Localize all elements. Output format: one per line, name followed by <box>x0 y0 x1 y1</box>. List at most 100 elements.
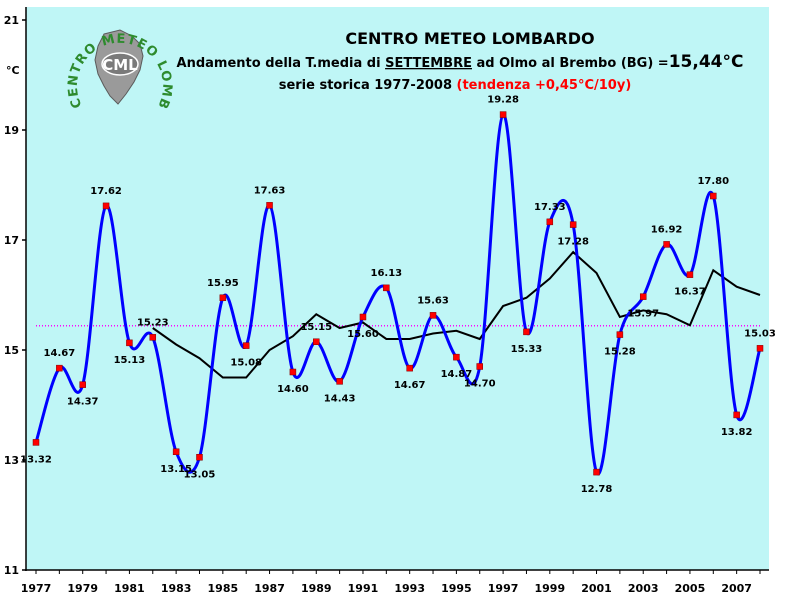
x-tick-label: 1995 <box>441 582 472 595</box>
data-label: 15.28 <box>604 347 636 358</box>
y-tick-label: 15 <box>4 344 19 357</box>
plot-area <box>26 7 769 570</box>
data-label: 15.15 <box>300 322 332 333</box>
y-axis-unit-label: °C <box>6 64 20 77</box>
chart-subtitle: Andamento della T.media di SETTEMBRE ad … <box>177 52 744 72</box>
x-tick-label: 1985 <box>208 582 239 595</box>
data-label: 16.37 <box>674 287 706 298</box>
data-label: 16.13 <box>371 268 403 279</box>
subtitle-month: SETTEMBRE <box>385 56 472 71</box>
data-label: 15.95 <box>207 278 239 289</box>
data-label: 14.67 <box>44 348 76 359</box>
x-tick-label: 1989 <box>301 582 332 595</box>
data-point-marker <box>593 468 600 476</box>
x-tick-label: 1979 <box>67 582 98 595</box>
data-point-marker <box>32 439 40 446</box>
data-label: 13.15 <box>160 464 192 475</box>
data-point-marker <box>196 454 203 461</box>
data-point-marker <box>172 448 180 455</box>
data-point-marker <box>336 378 343 385</box>
data-point-marker <box>663 241 670 248</box>
data-point-marker <box>313 338 320 345</box>
data-label: 15.60 <box>347 329 379 340</box>
x-tick-label: 2005 <box>675 582 706 595</box>
x-axis-ticks: 1977 1979 1981 1983 1985 1987 1989 1991 1993 1995… <box>21 570 761 595</box>
data-label: 17.62 <box>90 186 122 197</box>
x-tick-label: 1999 <box>534 582 565 595</box>
data-label: 14.37 <box>67 397 99 408</box>
x-tick-label: 1987 <box>254 582 285 595</box>
y-tick-label: 19 <box>4 124 19 137</box>
data-label: 17.63 <box>254 185 286 196</box>
data-label: 19.28 <box>487 95 519 106</box>
data-point-marker <box>499 111 507 118</box>
data-label: 14.60 <box>277 384 309 395</box>
data-point-marker <box>56 364 63 372</box>
data-label: 15.03 <box>744 328 776 339</box>
data-label: 14.67 <box>394 380 426 391</box>
y-tick-label: 11 <box>4 564 19 577</box>
data-point-marker <box>242 342 250 349</box>
data-point-marker <box>266 202 273 209</box>
subtitle-prefix: Andamento della T.media di <box>177 56 386 71</box>
data-point-marker <box>756 345 764 352</box>
data-point-marker <box>569 221 577 228</box>
data-label: 12.78 <box>581 484 613 495</box>
data-label: 15.08 <box>230 358 262 369</box>
trend-text: (tendenza +0,45°C/10y) <box>457 78 632 93</box>
data-point-marker <box>289 368 297 376</box>
x-tick-label: 1991 <box>348 582 379 595</box>
data-point-marker <box>383 284 390 292</box>
chart-title: CENTRO METEO LOMBARDO <box>345 29 594 48</box>
logo-center-badge <box>101 52 139 76</box>
y-tick-label: 17 <box>4 234 19 247</box>
data-point-marker <box>429 312 437 319</box>
data-label: 17.28 <box>557 237 589 248</box>
data-point-marker <box>406 364 413 372</box>
x-tick-label: 2001 <box>581 582 612 595</box>
data-point-marker <box>219 294 227 301</box>
data-label: 17.33 <box>534 202 566 213</box>
data-label: 15.13 <box>114 355 146 366</box>
subtitle-suffix: ad Olmo al Brembo (BG) = <box>472 56 669 71</box>
data-point-marker <box>639 293 647 300</box>
data-point-marker <box>453 353 460 361</box>
logo-center-text: CML <box>102 56 138 74</box>
data-point-marker <box>102 202 110 210</box>
x-tick-label: 1977 <box>21 582 52 595</box>
data-point-marker <box>710 192 717 200</box>
y-axis-ticks: 11 13 15 17 19 21 <box>4 14 26 577</box>
data-label: 16.92 <box>651 224 683 235</box>
x-tick-label: 1993 <box>394 582 425 595</box>
x-tick-label: 2003 <box>628 582 659 595</box>
data-point-marker <box>79 381 86 388</box>
data-point-marker <box>476 363 483 370</box>
x-tick-label: 1981 <box>114 582 145 595</box>
chart-series-period: serie storica 1977-2008 (tendenza +0,45°… <box>279 78 632 93</box>
moving-average-line <box>152 250 761 379</box>
series-period-text: serie storica 1977-2008 <box>279 78 457 93</box>
y-tick-label: 21 <box>4 14 19 27</box>
x-tick-label: 1983 <box>161 582 192 595</box>
data-label: 17.80 <box>697 176 729 187</box>
data-label: 13.82 <box>721 427 753 438</box>
data-point-marker <box>733 411 740 419</box>
data-label: 13.05 <box>184 469 216 480</box>
data-label: 14.43 <box>324 393 356 404</box>
x-tick-label: 1997 <box>488 582 519 595</box>
data-labels: 13.32 14.67 14.37 17.62 15.13 15.23 13.1513.05… <box>20 95 776 496</box>
data-point-marker <box>149 334 157 341</box>
data-point-marker <box>616 331 624 338</box>
data-point-marker <box>359 313 367 321</box>
data-label: 15.63 <box>417 295 449 306</box>
data-label: 14.70 <box>464 379 496 390</box>
data-point-marker <box>686 271 694 278</box>
data-label: 15.97 <box>627 309 659 320</box>
data-point-marker <box>523 328 530 336</box>
y-tick-label: 13 <box>4 454 19 467</box>
x-tick-label: 2007 <box>721 582 752 595</box>
data-point-marker <box>126 339 133 347</box>
data-label: 15.23 <box>137 317 169 328</box>
